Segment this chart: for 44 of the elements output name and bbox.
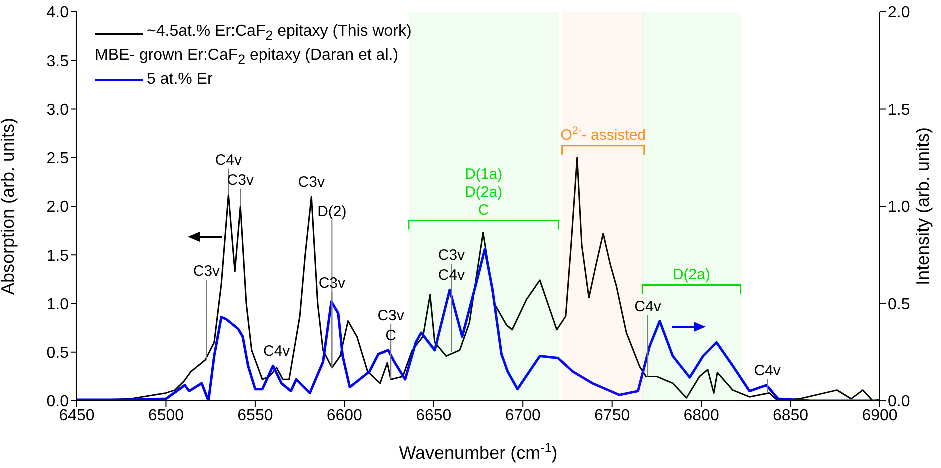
x-axis-title: Wavenumber (cm$^{-1}$) — [399, 441, 558, 463]
annotation: D(2) — [318, 203, 347, 220]
y2-tick-label: 1.5 — [888, 102, 910, 119]
annotation: C4v — [634, 298, 662, 316]
y2-tick-label: 2.0 — [888, 4, 910, 22]
legend-label: 5 at.% Er — [147, 70, 213, 90]
x-tick-label: 6450 — [59, 407, 95, 424]
legend-label: ~4.5at.% Er:CaF$_{2}$ epitaxy (This work) — [147, 22, 412, 46]
x-tick-label: 6650 — [416, 407, 452, 424]
y2-tick-label: 1.0 — [888, 199, 910, 216]
band-label: O$^{2-}$- assisted — [560, 124, 646, 144]
x-tick-label: 6900 — [862, 407, 898, 424]
y-tick-label: 3.5 — [46, 53, 70, 70]
x-tick-label: 6700 — [505, 407, 542, 424]
annotation: C — [386, 327, 397, 344]
y2-axis-title: Intensity (arb. units) — [913, 127, 933, 286]
y-tick-label: 0.5 — [46, 345, 70, 362]
y-tick-label: 2.5 — [46, 150, 70, 168]
annotation: MBE- grown Er:CaF$_{2}$ epitaxy (Daran et al.) — [95, 46, 399, 70]
x-tick-label: 6500 — [148, 407, 184, 424]
y-tick-label: 2.0 — [46, 199, 70, 216]
annotation: C3v — [298, 174, 326, 191]
y-tick-label: 1.5 — [46, 248, 70, 265]
annotation: C3v — [438, 247, 466, 264]
y2-tick-label: 0.5 — [888, 296, 910, 314]
x-tick-label: 6600 — [326, 407, 363, 424]
annotation: C3v — [378, 307, 405, 324]
x-tick-label: 6850 — [772, 407, 809, 424]
annotation: C4v — [264, 342, 291, 360]
x-tick-label: 6800 — [684, 407, 720, 424]
y-tick-label: 4.0 — [46, 4, 70, 22]
annotation: C3v — [193, 263, 221, 280]
x-tick-label: 6750 — [594, 407, 630, 424]
x-tick-label: 6550 — [238, 407, 274, 424]
y-tick-label: 1.0 — [46, 296, 70, 314]
band-label: D(2a) — [672, 266, 710, 284]
annotation: C4v — [438, 267, 466, 284]
annotation: C4v — [754, 362, 782, 380]
band-label: D(1a) D(2a) C — [465, 166, 503, 219]
annotation: C4v — [215, 152, 243, 169]
annotation: C3v — [318, 275, 346, 292]
y-axis-title: Absorption (arb. units) — [0, 118, 18, 296]
y-tick-label: 3.0 — [46, 102, 70, 119]
annotation: C3v — [227, 172, 254, 189]
